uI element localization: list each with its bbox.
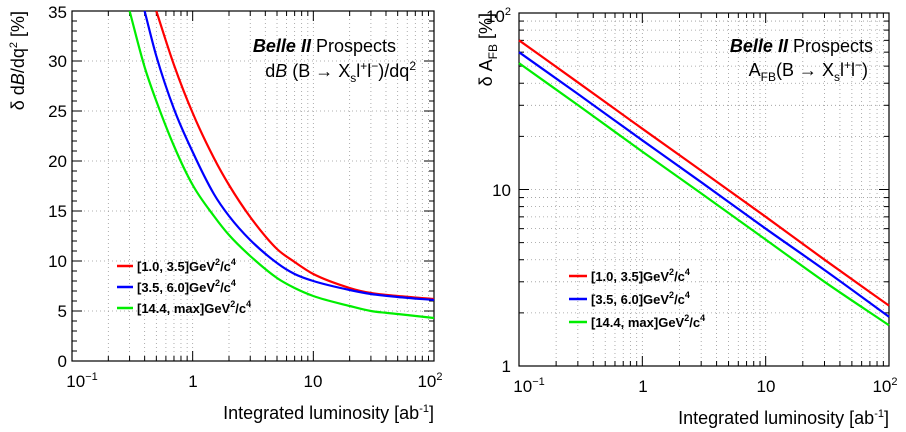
right-legend-label: [3.5, 6.0]GeV2/c4 [591, 290, 690, 307]
series-line [518, 51, 890, 318]
series-line [143, 10, 435, 302]
right-x-tick-label: 10−1 [513, 376, 544, 396]
right-legend-label: [14.4, max]GeV2/c4 [591, 313, 705, 330]
right-x-tick-labels: 10−1 1 10 102 [513, 376, 897, 396]
right-y-tick-label: 102 [486, 6, 511, 26]
right-x-tick-label: 102 [872, 376, 897, 396]
right-legend-entry: [14.4, max]GeV2/c4 [569, 313, 705, 330]
left-title: Belle II Prospects [253, 36, 396, 56]
right-y-tick-labels: 1 10 102 [486, 6, 511, 376]
left-x-axis-label: Integrated luminosity [ab-1] [223, 403, 434, 423]
left-y-tick-label: 30 [48, 52, 67, 71]
left-x-tick-label: 1 [188, 372, 197, 391]
left-y-tick-label: 0 [58, 352, 67, 371]
left-y-tick-label: 10 [48, 252, 67, 271]
right-legend-entry: [1.0, 3.5]GeV2/c4 [569, 267, 690, 284]
left-legend-label: [1.0, 3.5]GeV2/c4 [137, 257, 236, 274]
right-legend-entry: [3.5, 6.0]GeV2/c4 [569, 290, 690, 307]
left-y-tick-label: 20 [48, 152, 67, 171]
left-x-tick-label-main: 10−1 [66, 371, 97, 391]
series-line [128, 10, 435, 320]
right-legend-label: [1.0, 3.5]GeV2/c4 [591, 267, 690, 284]
left-y-tick-label: 25 [48, 102, 67, 121]
right-curves [518, 39, 890, 327]
right-y-tick-label: 1 [502, 357, 511, 376]
right-x-tick-label: 1 [638, 377, 647, 396]
left-y-tick-label: 5 [58, 302, 67, 321]
left-panel: 0 5 10 15 20 25 30 35 10−1 1 10 102 Inte… [8, 3, 443, 423]
left-x-tick-label: 10 [304, 372, 323, 391]
right-panel: 1 10 102 10−1 1 10 102 Integrated lumino… [476, 6, 898, 428]
right-title: Belle II Prospects [730, 36, 873, 56]
left-plot-frame [71, 10, 435, 362]
left-x-tick-labels: 10−1 1 10 102 [66, 371, 442, 391]
left-y-tick-label: 35 [48, 3, 67, 22]
left-y-tick-label: 15 [48, 202, 67, 221]
series-line [518, 62, 890, 327]
left-x-tick-label: 10−1 [66, 371, 97, 391]
left-legend-entry: [14.4, max]GeV2/c4 [117, 299, 251, 316]
series-line [518, 39, 890, 307]
right-legend: [1.0, 3.5]GeV2/c4 [3.5, 6.0]GeV2/c4 [14.… [569, 267, 705, 330]
right-axis-ticks [518, 12, 890, 367]
left-x-tick-label: 102 [417, 371, 442, 391]
right-x-tick-label: 10 [757, 377, 776, 396]
left-legend-entry: [1.0, 3.5]GeV2/c4 [117, 257, 236, 274]
right-x-axis-label: Integrated luminosity [ab-1] [678, 408, 889, 428]
left-y-tick-labels: 0 5 10 15 20 25 30 35 [48, 3, 67, 371]
left-legend-entry: [3.5, 6.0]GeV2/c4 [117, 278, 236, 295]
left-subtitle: dB (B → Xsl+l−)/dq2 [265, 59, 416, 85]
left-legend-label: [3.5, 6.0]GeV2/c4 [137, 278, 236, 295]
left-legend-label: [14.4, max]GeV2/c4 [137, 299, 251, 316]
right-y-tick-label: 10 [492, 181, 511, 200]
right-subtitle: AFB(B → Xsl+l−) [749, 58, 868, 84]
left-y-axis-label: δ dB/dq2 [%] [8, 11, 28, 110]
left-legend: [1.0, 3.5]GeV2/c4 [3.5, 6.0]GeV2/c4 [14.… [117, 257, 251, 316]
left-curves [128, 10, 435, 320]
